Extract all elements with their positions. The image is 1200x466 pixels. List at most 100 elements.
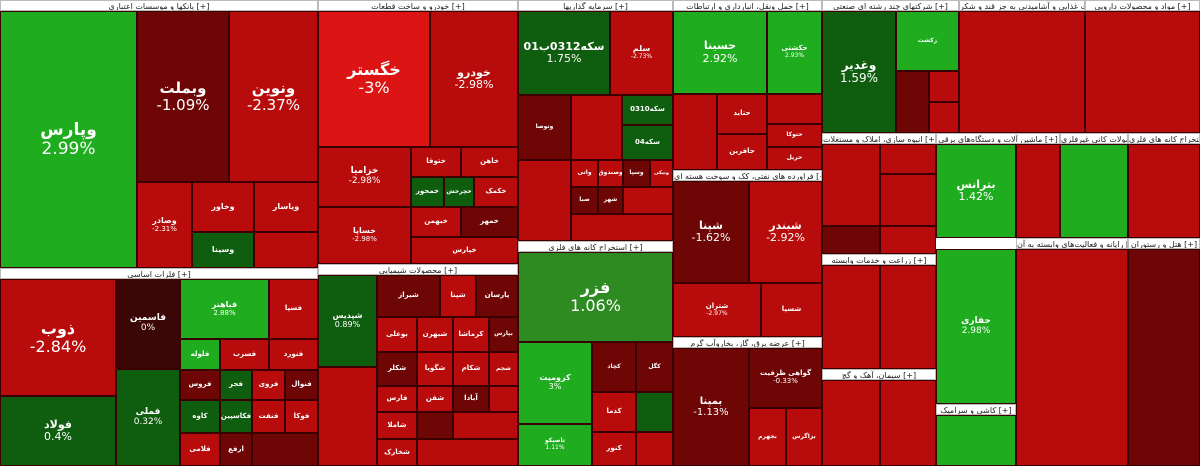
tile-fnoord[interactable]: فنورد <box>269 339 318 370</box>
tile-faroos[interactable]: فروس <box>180 370 220 400</box>
tile-multi-b[interactable] <box>929 71 959 102</box>
tile-metal-extra[interactable] <box>252 433 318 466</box>
tile-zob[interactable]: ذوب -2.84% <box>0 279 116 396</box>
sector-header-refinery[interactable]: فراورده های نفتی، کک و سوخت هسته ای [+] <box>673 170 822 181</box>
tile-transport-a[interactable] <box>673 94 717 170</box>
tile-khmehvar[interactable]: خمحور <box>411 177 444 207</box>
tile-hafarin[interactable]: حافرین <box>717 134 767 170</box>
tile-faspa[interactable]: فسپا <box>269 279 318 339</box>
tile-tasiko[interactable]: تاصیکو 1.11% <box>518 424 592 466</box>
tile-fooka[interactable]: فوکا <box>285 400 318 433</box>
tile-kgaz[interactable] <box>1060 144 1128 238</box>
tile-salam[interactable]: سلم -2.73% <box>610 11 673 95</box>
sector-header-metals[interactable]: فلزات اساسی [+] <box>0 268 318 279</box>
sector-header-transport[interactable]: حمل ونقل، انبارداری و ارتباطات [+] <box>673 0 822 11</box>
tile-khkomak[interactable]: خکمک <box>474 177 518 207</box>
tile-kerman[interactable] <box>822 144 880 226</box>
tile-btrans[interactable]: بترانس 1.42% <box>936 144 1016 238</box>
sector-header-nonmetal[interactable]: استخراج کانه های فلزی [+] <box>1128 133 1200 144</box>
sector-header-other[interactable]: زراعت و خدمات وابسته [+] <box>822 254 936 265</box>
tile-kgol[interactable]: کگل <box>636 342 673 392</box>
tile-bmapna[interactable]: بمپنا -1.13% <box>673 348 749 466</box>
sector-header-hotels[interactable]: هتل و رستوران [+] <box>1128 238 1200 249</box>
tile-shkam[interactable]: شکام <box>453 352 489 386</box>
tile-fajr[interactable]: فجر <box>220 370 252 400</box>
tile-building-c[interactable] <box>822 226 880 254</box>
tile-kermasha[interactable]: کرماشا <box>453 317 489 352</box>
tile-folole[interactable]: فلوله <box>180 339 220 370</box>
sector-header-electric[interactable]: ماشین آلات و دستگاه‌های برقی [+] <box>936 133 1060 144</box>
tile-shfan[interactable]: شفن <box>417 386 453 412</box>
tile-vakhavar[interactable]: وخاور <box>192 182 254 232</box>
tile-building-d[interactable] <box>880 226 936 254</box>
tile-multi-c[interactable] <box>929 102 959 133</box>
tile-khpars[interactable]: خپارس <box>411 237 518 264</box>
tile-vtosa[interactable]: وتوصا <box>518 95 571 160</box>
tile-harail[interactable]: حریل <box>767 147 822 170</box>
tile-hatooka[interactable]: حتوکا <box>767 124 822 147</box>
tile-electric-a[interactable] <box>1016 144 1060 238</box>
tile-kadma[interactable]: کدما <box>592 392 636 432</box>
tile-pharma-block[interactable] <box>1085 11 1200 133</box>
tile-boali[interactable]: بوعلی <box>377 317 417 352</box>
tile-zmahan[interactable] <box>880 265 936 369</box>
sector-header-cement[interactable]: سیمان، آهک و گچ [+] <box>822 369 936 380</box>
sector-header-invest[interactable]: سرمایه گذاریها [+] <box>518 0 673 11</box>
tile-food-block[interactable] <box>959 11 1085 133</box>
tile-oil-extra2[interactable] <box>636 432 673 466</box>
tile-abada[interactable]: آبادا <box>453 386 489 412</box>
tile-fars[interactable]: فارس <box>377 386 417 412</box>
tile-invest-c[interactable] <box>623 187 673 214</box>
tile-shpna[interactable]: شپنا <box>440 275 476 317</box>
tile-khbahman[interactable]: خبهمن <box>411 207 461 237</box>
tile-transport-b[interactable] <box>767 94 822 124</box>
tile-khahan[interactable]: خاهن <box>461 147 518 177</box>
tile-vsandogh[interactable]: وصندوق <box>598 160 623 187</box>
tile-vaspa[interactable]: وسپا <box>623 160 650 187</box>
sector-header-oil[interactable]: استخراج کانه های فلزی [+] <box>518 241 673 252</box>
sector-header-pharma[interactable]: مواد و محصولات دارویی [+] <box>1085 0 1200 11</box>
sector-header-utility[interactable]: عرضه برق، گاز، بخاروآب گرم [+] <box>673 337 822 348</box>
tile-bzagros[interactable]: بزاگرس <box>786 408 822 466</box>
tile-fameli[interactable]: فملی 0.32% <box>116 369 180 466</box>
sector-header-computer[interactable]: رایانه و فعالیت‌های وابسته به آن [+] <box>1016 238 1128 249</box>
tile-hakeshti[interactable]: حکشتی 2.93% <box>767 11 822 94</box>
tile-computer-block[interactable] <box>1016 249 1128 466</box>
tile-fanaval[interactable]: فنوال <box>285 370 318 400</box>
sector-header-banks[interactable]: بانکها و موسسات اعتباری [+] <box>0 0 318 11</box>
tile-chem-small4[interactable] <box>417 439 518 466</box>
tile-shahr[interactable]: شهر <box>598 187 623 214</box>
tile-shebandar[interactable]: شبندر -2.92% <box>749 181 822 283</box>
tile-khsapa[interactable]: خساپا -2.98% <box>318 207 411 264</box>
tile-hasina[interactable]: حسینا 2.92% <box>673 11 767 94</box>
tile-building-a[interactable] <box>880 144 936 174</box>
tile-shabahran[interactable]: شبهرن <box>417 317 453 352</box>
tile-kromit[interactable]: کرومیت 3% <box>518 342 592 424</box>
tile-faravi[interactable]: فروی <box>252 370 285 400</box>
tile-shjam[interactable]: شجم <box>489 352 518 386</box>
tile-khodro[interactable]: خودرو -2.98% <box>430 11 518 147</box>
sector-header-multi[interactable]: شرکتهای چند رشته ای صنعتی [+] <box>822 0 959 11</box>
tile-shegoya[interactable]: شگویا <box>417 352 453 386</box>
tile-fanaft[interactable]: فنفت <box>252 400 285 433</box>
tile-saba[interactable]: صبا <box>571 187 598 214</box>
tile-nonmetal-a[interactable] <box>1128 144 1200 238</box>
tile-vasina[interactable]: وسینا <box>192 232 254 268</box>
tile-multi-a[interactable] <box>896 71 929 133</box>
tile-shkalar[interactable]: شکلر <box>377 352 417 386</box>
sector-header-chemical[interactable]: محصولات شیمیایی [+] <box>318 264 518 275</box>
sector-header-rubber[interactable]: محصولات کانی غیرفلزی [+] <box>1060 133 1128 144</box>
tile-sokhash[interactable] <box>822 380 880 466</box>
tile-kchad[interactable]: کچاد <box>592 342 636 392</box>
tile-zagros[interactable] <box>822 265 880 369</box>
tile-shepna[interactable]: شپنا -1.62% <box>673 181 749 283</box>
tile-khmehr[interactable]: خمهر <box>461 207 518 237</box>
tile-invest-b[interactable] <box>518 160 571 241</box>
tile-arfa[interactable]: ارفع <box>220 433 252 466</box>
tile-kanor[interactable]: کنور <box>592 432 636 466</box>
tile-khazamia[interactable]: خزامیا -2.98% <box>318 147 411 207</box>
tile-khtooqa[interactable]: ختوقا <box>411 147 461 177</box>
tile-flami[interactable]: فلامی <box>180 433 220 466</box>
tile-chem-extra[interactable] <box>318 367 377 466</box>
tile-hotels-block[interactable] <box>1128 249 1200 466</box>
